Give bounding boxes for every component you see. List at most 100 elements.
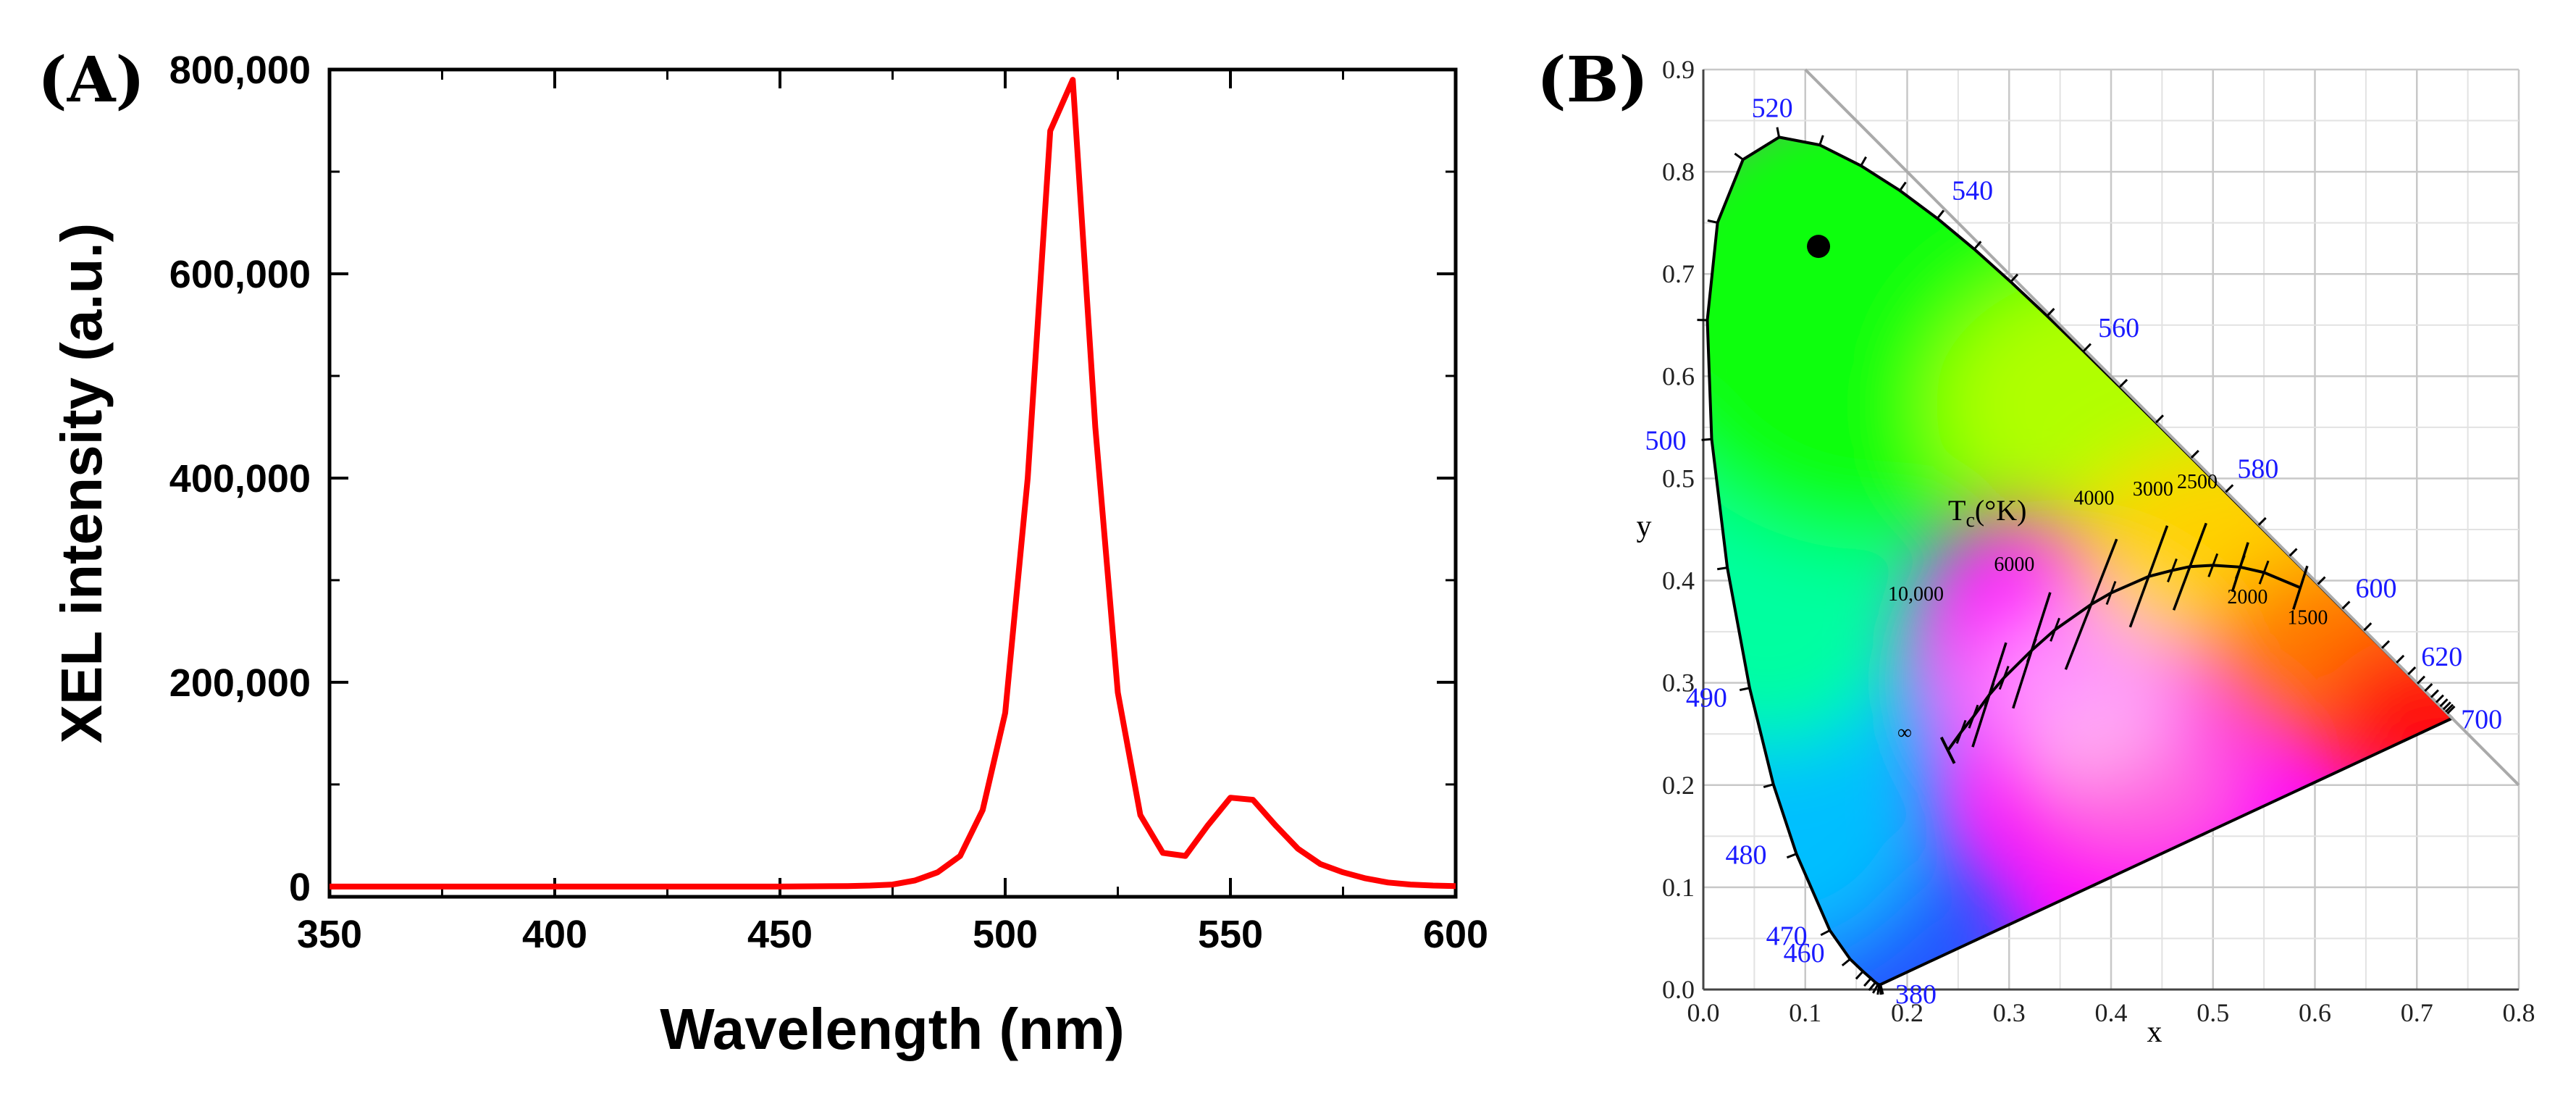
cie-x-tick-label: 0.0 [1687, 998, 1720, 1027]
locus-tick [2363, 622, 2372, 632]
panel-a-chart: (A) 350 400 450 500 550 600 0 200,000 400,000 600… [38, 43, 1488, 1061]
cie-x-tick-label: 0.2 [1891, 998, 1923, 1027]
locus-tick [2435, 694, 2444, 703]
tc-label: Tc(°K) [1948, 494, 2026, 532]
locus-tick [1717, 566, 1728, 571]
locus-tick [1701, 438, 1712, 441]
cct-label: 2000 [2227, 586, 2267, 608]
x-tick-label: 350 [297, 913, 362, 956]
locus-tick [1936, 209, 1945, 219]
planckian-locus [1947, 564, 2302, 751]
wavelength-label: 480 [1726, 840, 1767, 871]
y-tick-label: 800,000 [169, 49, 311, 92]
panel-b-tick-labels: 0.0 0.1 0.2 0.3 0.4 0.5 0.6 0.7 0.8 0.0 0.1 0.2 0.3 0… [1662, 55, 2535, 1027]
cie-y-tick-label: 0.9 [1662, 55, 1695, 84]
isotherm-line [2292, 565, 2309, 610]
locus-tick [1868, 982, 1876, 991]
panel-a-x-axis-title: Wavelength (nm) [660, 997, 1124, 1061]
spectral-locus-ticks [1697, 127, 2456, 995]
locus-tick [1776, 127, 1781, 138]
wavelength-label: 470 [1766, 921, 1808, 951]
locus-tick [1818, 135, 1824, 146]
locus-tick [1707, 219, 1718, 224]
wavelength-label: 540 [1952, 176, 1993, 206]
cie-y-tick-label: 0.4 [1662, 566, 1695, 595]
locus-tick [1899, 181, 1907, 191]
locus-tick [2396, 654, 2405, 664]
locus-tick [2341, 601, 2351, 610]
locus-tick [1820, 929, 1831, 937]
cie-y-tick-label: 0.2 [1662, 771, 1695, 800]
locus-tick [2381, 640, 2391, 649]
locus-tick [2417, 675, 2426, 685]
locus-tick [2430, 689, 2439, 698]
x-plus-y-equals-one-line [1804, 68, 2520, 787]
isotherm-minor-tick [2086, 592, 2097, 616]
locus-tick [1734, 152, 1744, 161]
locus-tick [1786, 853, 1797, 859]
locus-tick [2010, 273, 2019, 283]
locus-tick [2424, 683, 2433, 693]
locus-tick [1841, 958, 1851, 967]
isotherm-minor-tick [2050, 617, 2060, 642]
panel-b-label: (B) [1537, 43, 1648, 117]
locus-tick [2190, 449, 2199, 459]
isotherm-minor-tick [1984, 682, 1995, 707]
cct-label: 3000 [2133, 478, 2173, 501]
isotherm-minor-tick [2167, 558, 2178, 582]
cie-x-tick-label: 0.1 [1789, 998, 1821, 1027]
emission-coordinate-point [1807, 235, 1831, 259]
locus-tick [2317, 576, 2326, 585]
locus-tick [1763, 783, 1774, 789]
infinity-cap [1939, 736, 1956, 764]
wavelength-label: 620 [2421, 642, 2462, 672]
locus-tick [1739, 687, 1750, 692]
locus-tick [2442, 701, 2451, 711]
cct-label: 10,000 [1888, 583, 1944, 606]
cie-x-tick-label: 0.7 [2401, 998, 2433, 1027]
wavelength-label: 580 [2237, 453, 2278, 484]
isotherm-minor-tick [1968, 704, 1979, 729]
wavelength-label: 500 [1645, 425, 1687, 456]
panel-b-cie-diagram: (B) 520 540 560 580 600 620 700 500 490 480 470460… [1537, 43, 2535, 1049]
cie-x-tick-label: 0.8 [2503, 998, 2535, 1027]
isotherm-minor-tick [2234, 555, 2246, 580]
locus-tick [2407, 666, 2417, 676]
locus-tick [2439, 698, 2449, 708]
cie-x-tick-label: 0.6 [2299, 998, 2331, 1027]
y-tick-label: 400,000 [169, 457, 311, 501]
locus-tick [1860, 156, 1867, 167]
locus-tick [2446, 706, 2456, 715]
cct-label: 2500 [2177, 471, 2218, 493]
panel-a-y-axis-title: XEL intensity (a.u.) [49, 223, 114, 744]
locus-tick [1973, 240, 1982, 250]
isotherm-minor-tick [2026, 638, 2037, 663]
x-tick-label: 500 [973, 913, 1038, 956]
wavelength-label: 560 [2098, 313, 2139, 343]
locus-tick [1879, 984, 1882, 995]
locus-tick [1876, 984, 1881, 995]
panel-a-tick-labels: 350 400 450 500 550 600 0 200,000 400,000 600,000… [169, 49, 1488, 956]
chromaticity-color-fill [1707, 137, 2453, 985]
locus-tick [2225, 484, 2234, 493]
cct-isotherms: 10,000 6000 4000 3000 2500 2000 1500 [1888, 471, 2328, 764]
cie-y-tick-label: 0.5 [1662, 464, 1695, 493]
locus-tick [1855, 971, 1864, 980]
xel-spectrum-line [330, 77, 1456, 890]
locus-tick [2445, 703, 2454, 713]
wavelength-label: 460 [1784, 938, 1825, 969]
isotherm-minor-tick [2105, 580, 2117, 606]
panel-b-x-axis-title: x [2147, 1016, 2162, 1049]
locus-tick [2083, 343, 2092, 352]
panel-a-axis-ticks [328, 68, 1457, 897]
x-tick-label: 450 [747, 913, 813, 956]
cie-y-tick-label: 0.0 [1662, 975, 1695, 1004]
y-tick-label: 0 [289, 866, 311, 909]
cie-y-tick-label: 0.8 [1662, 157, 1695, 186]
isotherm-minor-tick [2258, 560, 2270, 585]
locus-tick [2119, 378, 2128, 388]
cie-x-tick-label: 0.4 [2095, 998, 2128, 1027]
y-tick-label: 200,000 [169, 661, 311, 705]
panel-a-label: (A) [38, 43, 145, 117]
